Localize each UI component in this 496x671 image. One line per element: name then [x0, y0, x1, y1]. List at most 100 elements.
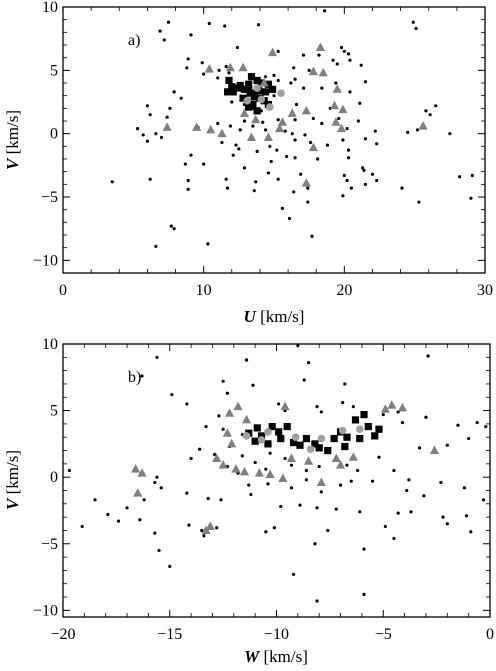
dot-point — [272, 526, 276, 530]
square-point — [277, 434, 285, 443]
panel-b-x-var: W — [244, 647, 261, 666]
dot-point — [158, 29, 162, 33]
dot-point — [148, 177, 152, 181]
dot-point — [93, 498, 97, 502]
panel-a-y-axis-title: V [km/s] — [3, 110, 22, 170]
dot-point — [141, 133, 145, 137]
dot-point — [293, 138, 297, 142]
square-point — [343, 433, 351, 441]
panel-a-x-var: U — [244, 307, 257, 326]
dot-point — [183, 162, 187, 166]
triangle-point — [387, 400, 397, 409]
triangle-point — [286, 453, 297, 463]
dot-point — [301, 86, 306, 90]
triangle-point — [397, 402, 408, 412]
dot-point — [383, 524, 387, 529]
panel-b-x-unit: [km/s] — [259, 647, 308, 666]
dot-point — [155, 475, 159, 479]
triangle-point — [308, 142, 318, 152]
dot-point — [145, 104, 149, 108]
square-point — [364, 422, 372, 431]
dot-point — [291, 572, 296, 576]
dot-point — [212, 452, 217, 457]
dot-point — [361, 166, 365, 170]
dot-point — [237, 147, 241, 151]
dot-point — [428, 113, 432, 117]
dot-point — [198, 447, 202, 451]
dot-point — [168, 106, 172, 110]
dot-point — [154, 244, 158, 248]
dot-point — [417, 200, 421, 204]
panel-b: −20 −15 −10 −5 0 −10 −5 0 5 10 b) W [km/s] V [km/… — [3, 336, 494, 666]
circle-point — [306, 445, 315, 454]
panel-b-y-axis-title: V [km/s] — [3, 450, 22, 510]
dot-point — [349, 186, 353, 190]
dot-point — [252, 189, 256, 193]
dot-point — [256, 23, 261, 27]
circle-point — [291, 433, 300, 442]
dot-point — [341, 400, 345, 405]
dot-point — [373, 129, 377, 133]
dot-point — [310, 234, 314, 238]
dot-point — [272, 73, 276, 77]
panel-a-y-var: V — [3, 157, 22, 170]
dot-point — [235, 45, 240, 50]
triangle-point — [263, 132, 273, 141]
triangle-point — [315, 42, 326, 52]
triangle-point — [329, 100, 340, 110]
dot-point — [145, 139, 149, 143]
panel-b-y-var: V — [3, 497, 22, 510]
dot-point — [187, 523, 191, 527]
triangle-point — [308, 66, 318, 76]
triangle-point — [222, 428, 232, 437]
dot-point — [276, 49, 280, 53]
square-point — [253, 76, 261, 85]
dot-point — [377, 455, 381, 459]
x-tick-label: 30 — [477, 282, 493, 299]
dot-point — [204, 424, 208, 429]
dot-point — [448, 132, 452, 136]
dot-point — [292, 190, 296, 194]
x-tick-label: −20 — [50, 626, 75, 643]
triangle-point — [251, 114, 261, 124]
square-point — [289, 438, 298, 447]
dot-point — [179, 96, 183, 100]
triangle-point — [265, 469, 275, 479]
y-tick-label: −10 — [33, 602, 58, 619]
dot-point — [264, 467, 268, 471]
dot-point — [169, 224, 173, 228]
dot-point — [238, 128, 242, 132]
dot-point — [339, 45, 344, 50]
dot-point — [293, 118, 297, 122]
dot-point — [304, 468, 308, 473]
square-point — [247, 73, 256, 81]
dot-point — [400, 186, 404, 190]
dot-point — [268, 451, 272, 455]
square-point — [356, 434, 364, 443]
panel-b-x-axis-title: W [km/s] — [244, 647, 308, 666]
dot-point — [168, 564, 172, 568]
dot-point — [189, 33, 193, 37]
dot-point — [227, 71, 231, 75]
dot-point — [342, 173, 346, 178]
dot-point — [317, 464, 321, 469]
triangle-point — [227, 438, 237, 448]
dot-point — [319, 490, 323, 494]
circle-point — [242, 432, 251, 440]
triangle-point — [217, 128, 227, 138]
dot-point — [172, 227, 176, 231]
dot-point — [283, 456, 287, 461]
dot-point — [116, 519, 121, 523]
triangle-point — [162, 122, 172, 131]
x-tick-label: 20 — [336, 282, 352, 299]
dot-point — [293, 156, 297, 160]
y-tick-label: 5 — [50, 403, 58, 420]
triangle-point — [130, 464, 141, 473]
dot-point — [315, 506, 319, 510]
dot-point — [245, 358, 249, 362]
triangle-point — [239, 108, 250, 117]
dot-point — [189, 153, 193, 157]
dot-point — [335, 62, 339, 66]
dot-point — [153, 531, 157, 535]
dot-point — [140, 374, 144, 378]
